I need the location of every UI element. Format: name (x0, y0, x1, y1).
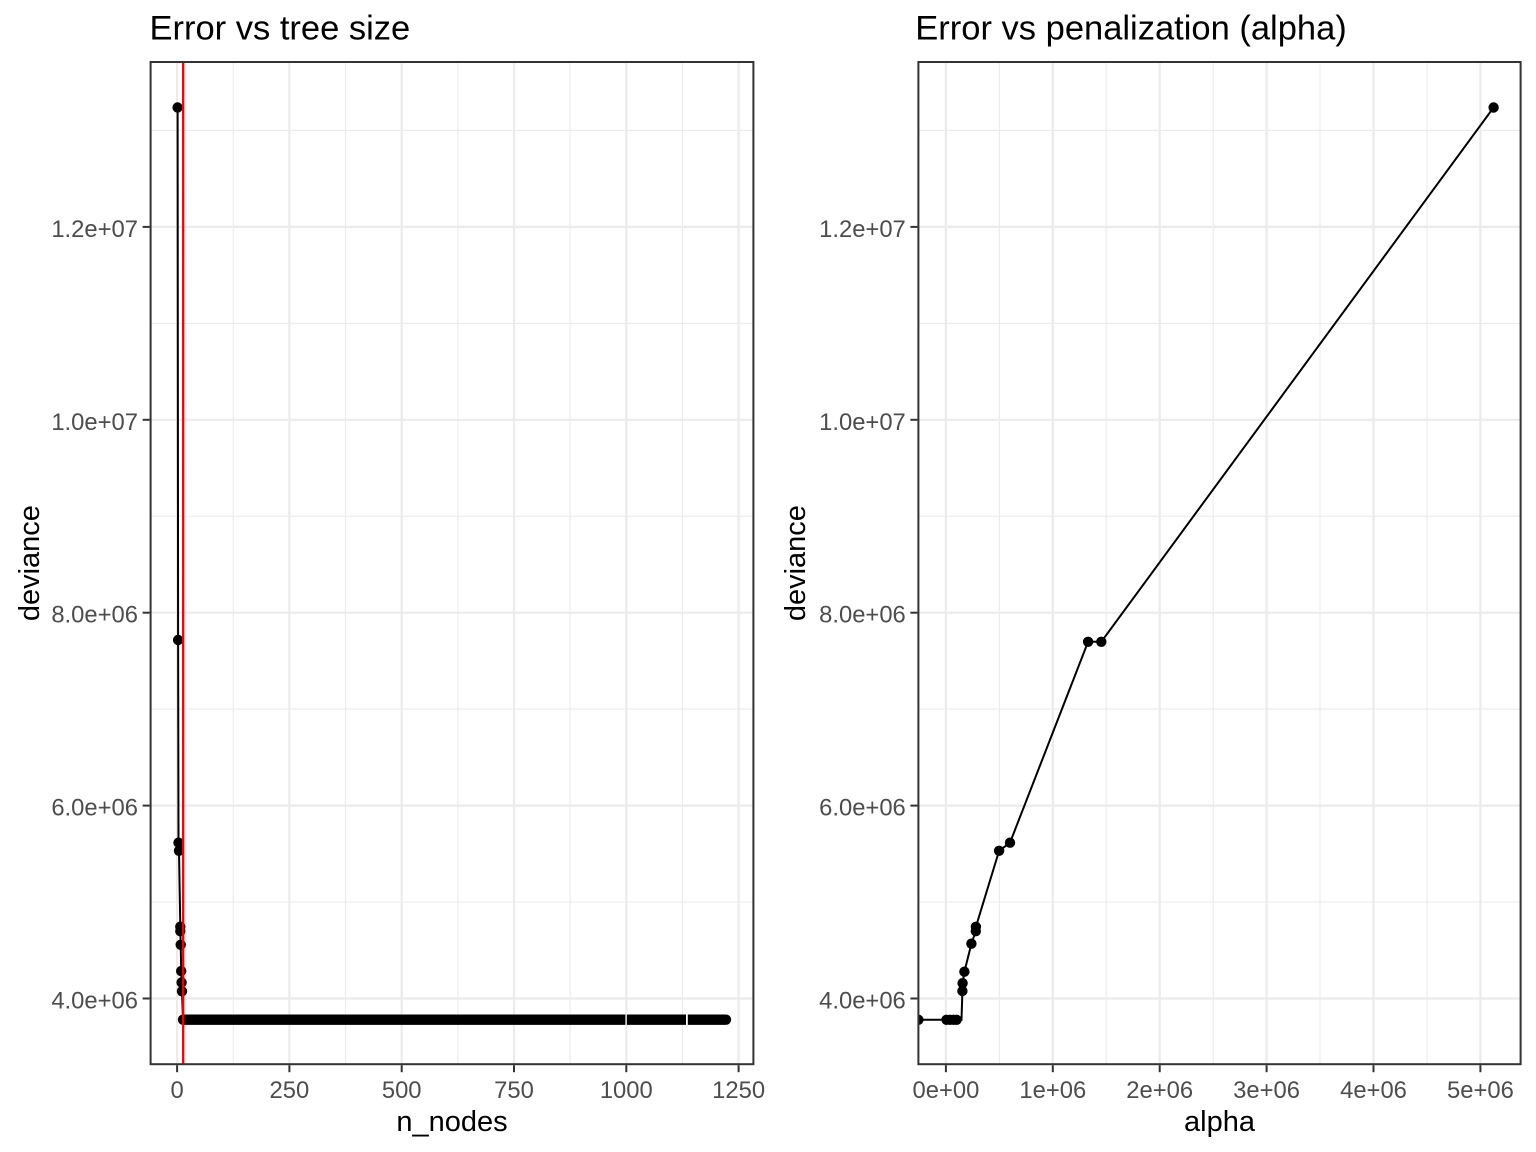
svg-text:deviance: deviance (780, 505, 812, 621)
svg-text:4.0e+06: 4.0e+06 (819, 988, 906, 1015)
svg-text:1.2e+07: 1.2e+07 (819, 216, 906, 243)
svg-text:deviance: deviance (14, 505, 46, 621)
svg-text:0e+00: 0e+00 (912, 1077, 979, 1104)
svg-text:1.0e+07: 1.0e+07 (51, 409, 138, 436)
svg-text:5e+06: 5e+06 (1447, 1077, 1514, 1104)
svg-text:0: 0 (170, 1077, 183, 1104)
svg-text:6.0e+06: 6.0e+06 (51, 795, 138, 822)
svg-text:4e+06: 4e+06 (1340, 1077, 1407, 1104)
svg-text:1.0e+07: 1.0e+07 (819, 409, 906, 436)
svg-text:2e+06: 2e+06 (1126, 1077, 1193, 1104)
svg-text:6.0e+06: 6.0e+06 (819, 795, 906, 822)
svg-text:250: 250 (270, 1077, 310, 1104)
svg-text:1e+06: 1e+06 (1019, 1077, 1086, 1104)
svg-text:8.0e+06: 8.0e+06 (51, 602, 138, 629)
svg-text:750: 750 (494, 1077, 534, 1104)
svg-text:1000: 1000 (600, 1077, 653, 1104)
svg-text:1250: 1250 (712, 1077, 765, 1104)
svg-text:500: 500 (382, 1077, 422, 1104)
svg-text:4.0e+06: 4.0e+06 (51, 988, 138, 1015)
svg-text:8.0e+06: 8.0e+06 (819, 602, 906, 629)
svg-text:1.2e+07: 1.2e+07 (51, 216, 138, 243)
svg-text:alpha: alpha (1184, 1106, 1256, 1138)
svg-text:3e+06: 3e+06 (1233, 1077, 1300, 1104)
svg-text:n_nodes: n_nodes (396, 1106, 507, 1138)
svg-text:Error vs tree size: Error vs tree size (150, 10, 411, 48)
svg-text:Error vs penalization (alpha): Error vs penalization (alpha) (915, 10, 1346, 48)
